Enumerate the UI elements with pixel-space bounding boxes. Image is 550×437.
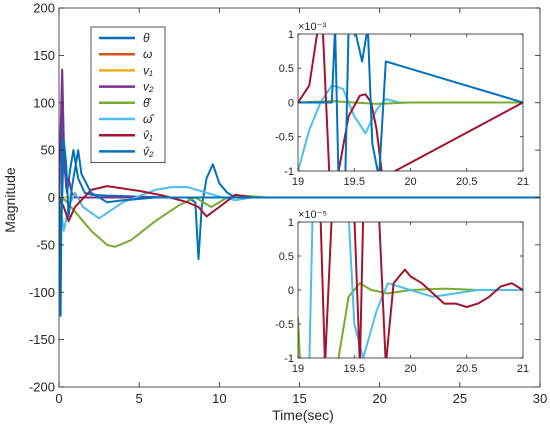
x-tick-label: 25 xyxy=(453,391,467,406)
y-tick-label: -1 xyxy=(284,166,294,178)
y-exponent-label: ×10⁻⁵ xyxy=(298,209,327,221)
legend-entry-label: θ̂ xyxy=(143,96,152,110)
inset-top-plot: 19 19.5 20 20.5 21 -1 -0.5 0 0.5 1 ×10⁻³ xyxy=(275,21,529,188)
y-exponent-label: ×10⁻³ xyxy=(298,21,326,33)
series-lines xyxy=(59,68,540,317)
legend-box xyxy=(90,26,166,164)
legend-entry-label: v₁ xyxy=(143,63,153,77)
y-tick-label: 150 xyxy=(33,48,55,63)
x-tick-label: 20 xyxy=(404,176,416,188)
x-tick-label: 20 xyxy=(404,363,416,375)
y-tick-label: -200 xyxy=(29,380,55,395)
legend-entry-label: v̂₁ xyxy=(143,128,153,142)
legend-entry-label: θ xyxy=(143,31,150,45)
x-tick-label: 15 xyxy=(292,391,306,406)
series-line-2 xyxy=(298,34,523,171)
y-tick-label: -150 xyxy=(29,332,55,347)
y-tick-label: 1 xyxy=(288,29,294,41)
legend-entry-label: v̂₂ xyxy=(143,144,154,158)
series-lines xyxy=(298,34,523,171)
x-tick-label: 21 xyxy=(517,176,529,188)
x-tick-label: 20.5 xyxy=(456,363,477,375)
y-tick-label: 1 xyxy=(288,217,294,229)
inset-bottom-plot: 19 19.5 20 20.5 21 -1 -0.5 0 0.5 1 ×10⁻⁵ xyxy=(275,209,529,375)
x-axis-label: Time(sec) xyxy=(272,407,334,423)
series-line-7 xyxy=(59,139,540,227)
y-tick-label: -50 xyxy=(36,237,55,252)
y-axis-label: Magnitude xyxy=(2,167,18,233)
y-tick-label: 0.5 xyxy=(279,63,294,75)
series-line-4 xyxy=(59,194,540,248)
x-tick-label: 21 xyxy=(517,363,529,375)
series-line-3 xyxy=(298,34,523,171)
series-lines xyxy=(298,222,523,358)
x-tick-label: 0 xyxy=(55,391,62,406)
x-tick-label: 19 xyxy=(292,363,304,375)
y-tick-label: 100 xyxy=(33,95,55,110)
series-line-0 xyxy=(298,84,523,171)
x-tick-label: 19.5 xyxy=(344,363,365,375)
y-tick-label: 50 xyxy=(41,143,55,158)
y-tick-label: 0 xyxy=(288,285,294,297)
y-tick-label: 0 xyxy=(288,97,294,109)
x-tick-label: 19.5 xyxy=(344,176,365,188)
x-tick-label: 5 xyxy=(136,391,143,406)
x-tick-label: 10 xyxy=(212,391,226,406)
y-tick-label: 0.5 xyxy=(279,251,294,263)
y-tick-label: 200 xyxy=(33,1,55,16)
x-tick-label: 19 xyxy=(292,176,304,188)
legend-entry-label: ω̂ xyxy=(143,112,154,126)
y-tick-label: -0.5 xyxy=(275,132,294,144)
series-line-2 xyxy=(319,222,523,358)
x-tick-label: 20 xyxy=(372,391,386,406)
y-tick-label: -100 xyxy=(29,285,55,300)
x-tick-label: 20.5 xyxy=(456,176,477,188)
legend: θω v₁ v₂ θ̂ ω̂ v̂₁ v̂₂ xyxy=(90,26,166,164)
y-tick-label: -1 xyxy=(284,353,294,365)
series-line-6 xyxy=(59,185,540,223)
series-line-0 xyxy=(298,282,523,358)
legend-entry-label: ω xyxy=(143,47,152,61)
legend-entry-label: v₂ xyxy=(143,80,154,94)
x-tick-label: 30 xyxy=(533,391,547,406)
y-tick-label: 0 xyxy=(48,190,55,205)
y-tick-label: -0.5 xyxy=(275,319,294,331)
